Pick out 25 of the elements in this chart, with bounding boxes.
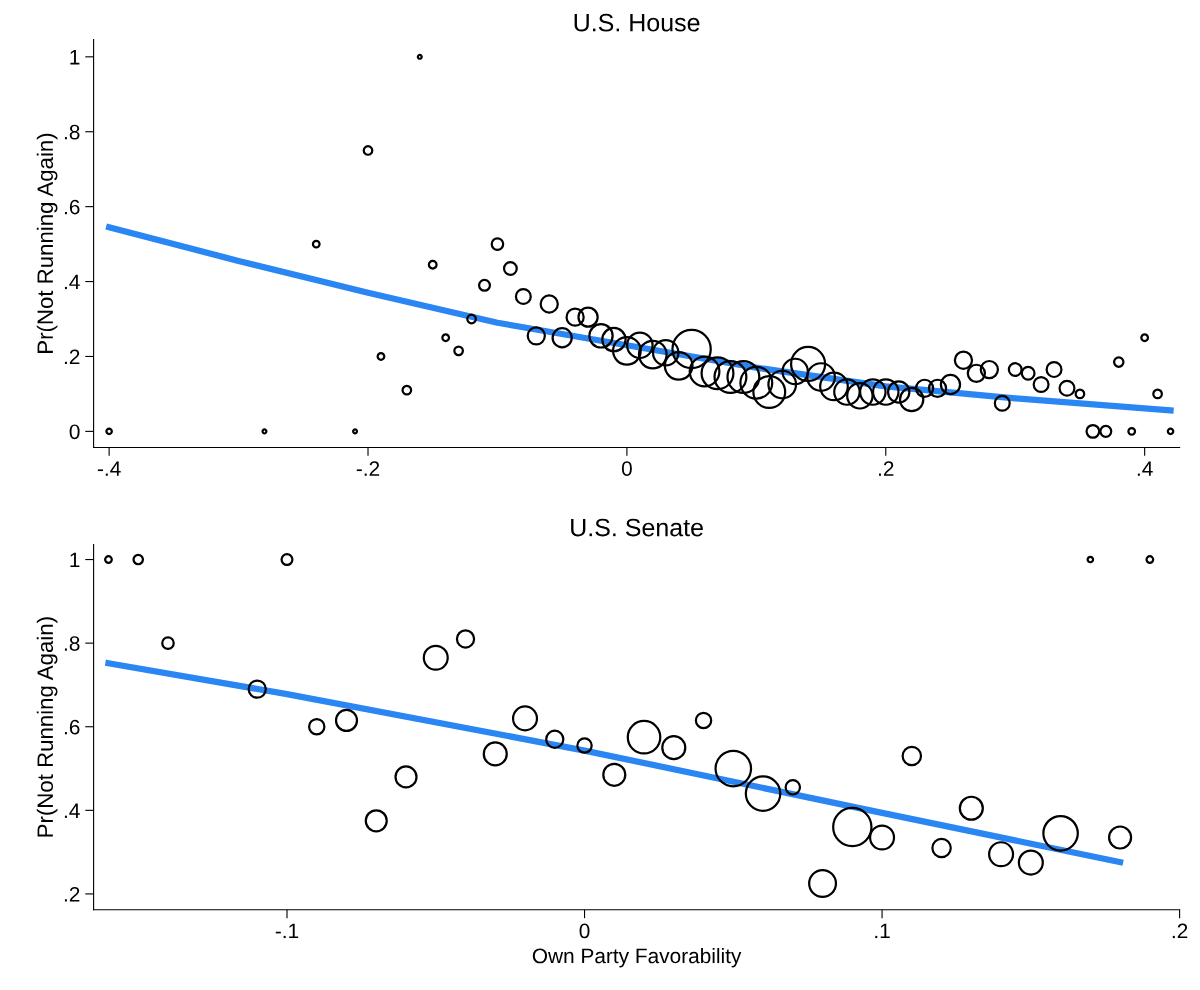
y-tick-label: .2 [64, 349, 80, 365]
chart-title: U.S. House [574, 13, 700, 32]
x-tick-label: 0 [579, 923, 590, 939]
y-axis-title: Pr(Not Running Again) [36, 617, 58, 837]
y-tick-label: 1 [70, 552, 80, 568]
y-tick-label: .4 [64, 274, 80, 290]
y-tick-label: .2 [64, 886, 80, 902]
y-tick-label: .4 [64, 803, 80, 818]
y-tick-label: .8 [64, 636, 80, 651]
x-tick-label: .2 [1172, 923, 1188, 939]
x-tick-label: 0 [621, 461, 632, 476]
y-tick-label: 1 [70, 50, 80, 65]
y-axis-title: Pr(Not Running Again) [36, 133, 58, 353]
chart-title: U.S. Senate [571, 518, 703, 537]
y-tick-label: .6 [64, 199, 80, 215]
y-tick-label: .8 [64, 124, 80, 140]
x-tick-label: -.1 [275, 923, 299, 939]
x-axis-title: Own Party Favorability [532, 947, 742, 968]
x-tick-label: .1 [875, 923, 890, 939]
x-tick-label: .2 [878, 461, 894, 476]
x-tick-label: -.2 [356, 461, 380, 476]
x-tick-label: -.4 [97, 461, 121, 476]
y-tick-label: 0 [69, 424, 80, 440]
y-tick-label: .6 [64, 719, 80, 735]
x-tick-label: .4 [1137, 461, 1153, 476]
